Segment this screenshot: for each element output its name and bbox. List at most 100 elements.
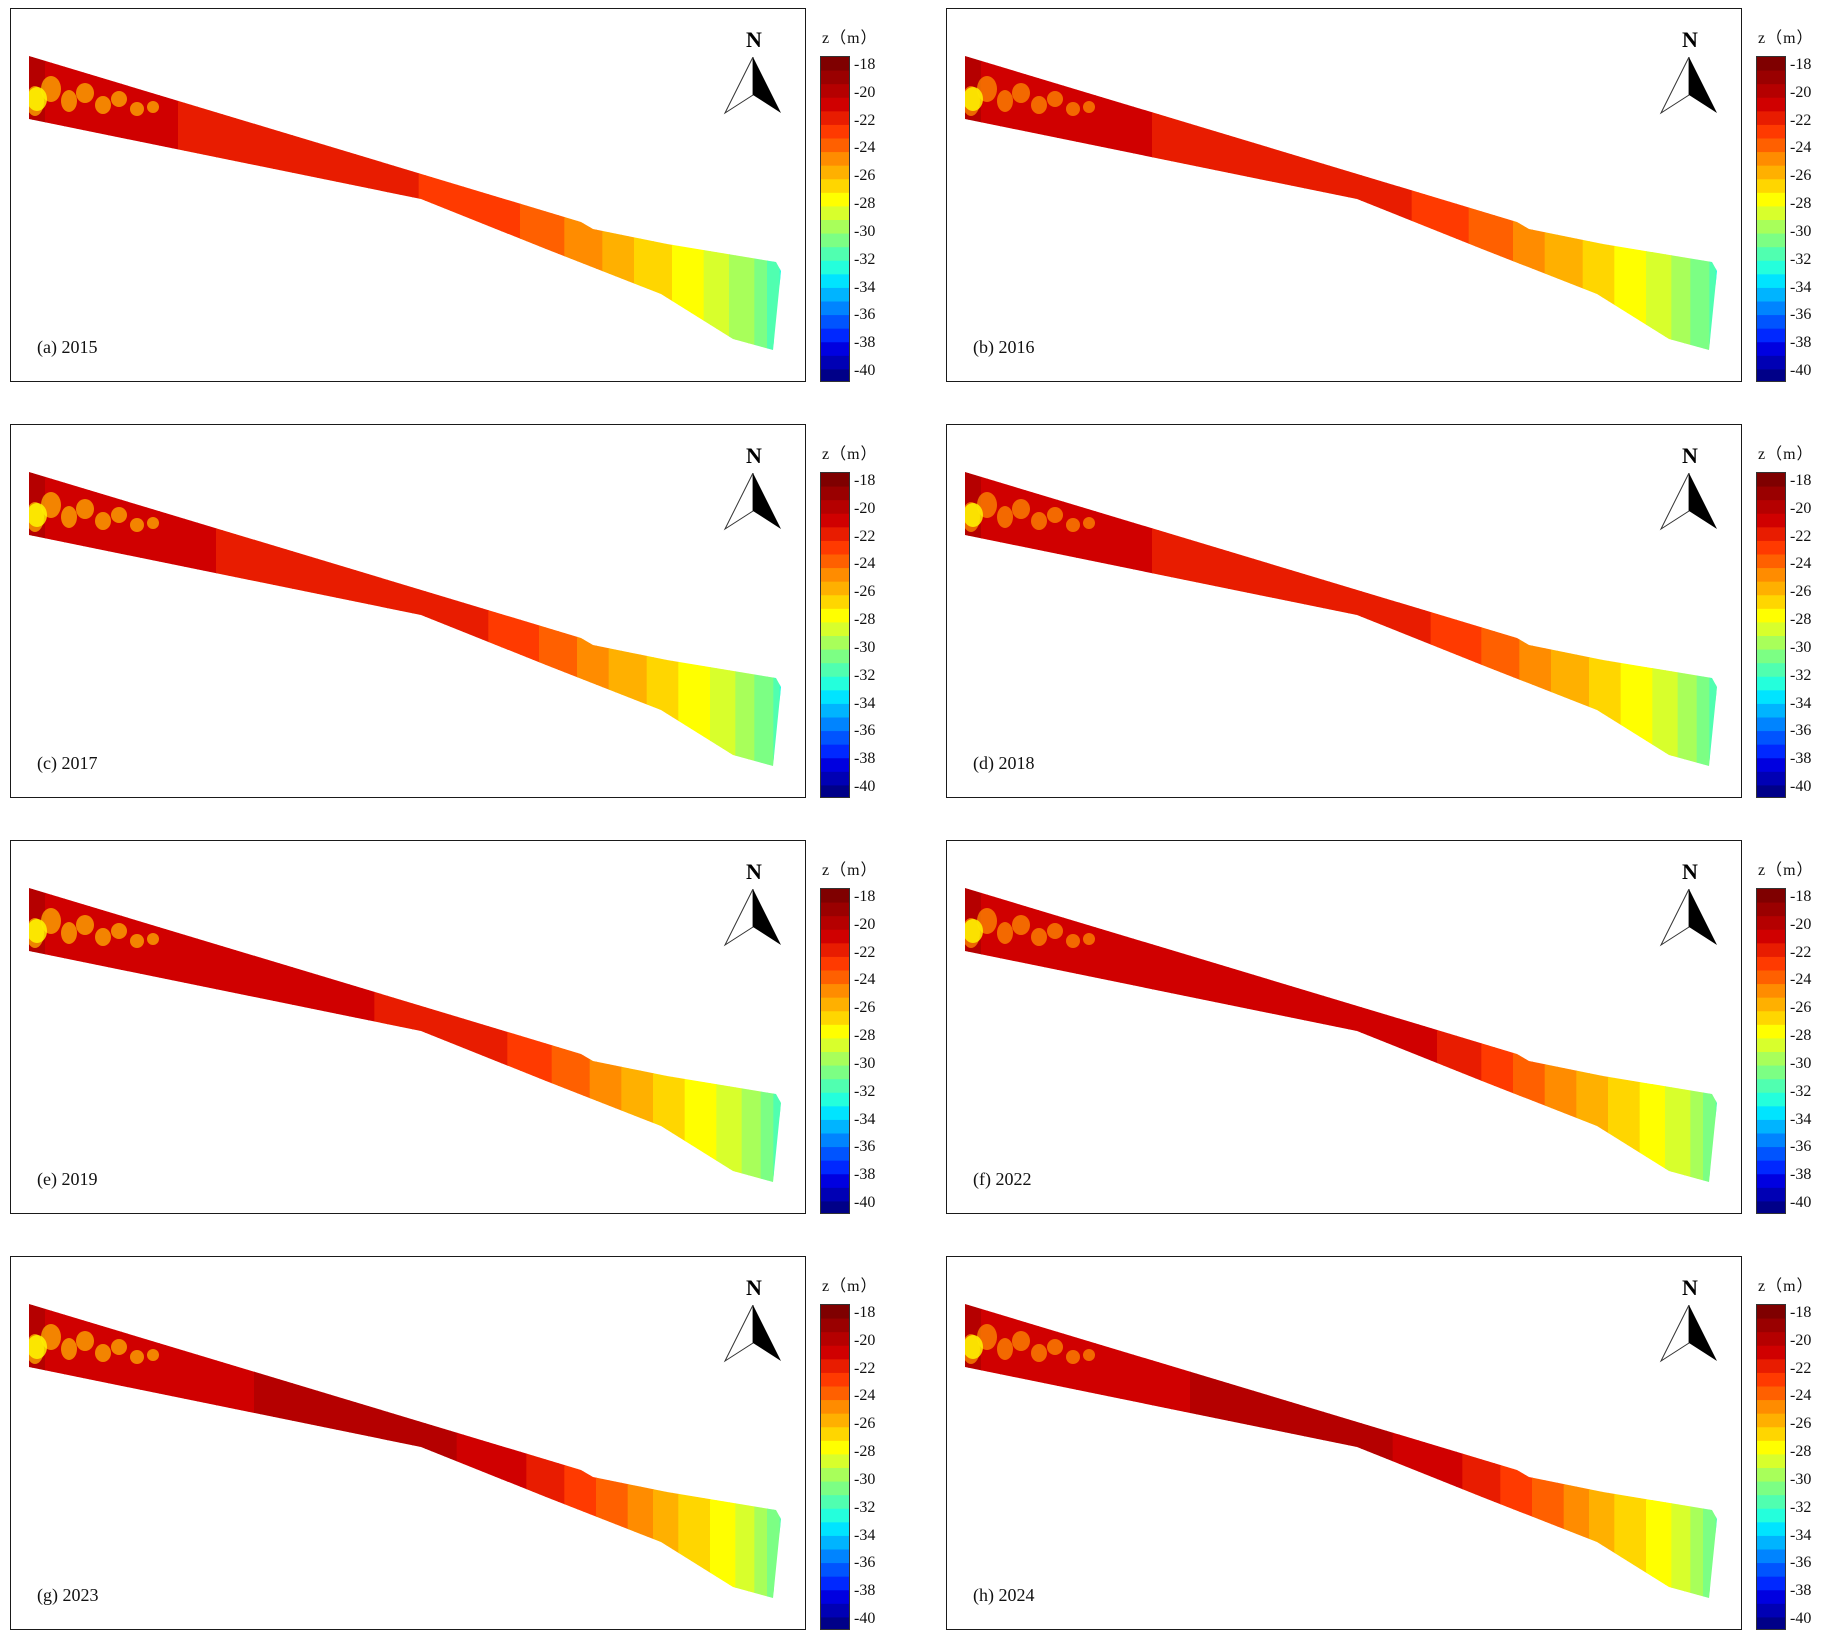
colorbar-swatch	[1757, 70, 1785, 85]
depth-band	[640, 888, 648, 1182]
colorbar-swatch	[821, 622, 849, 637]
depth-band	[387, 1304, 395, 1598]
depth-band	[114, 56, 122, 350]
colorbar-tick-label: -28	[854, 1027, 876, 1045]
depth-band	[292, 1304, 300, 1598]
depth-band	[1316, 56, 1324, 350]
colorbar-tick-label: -18	[1790, 888, 1812, 905]
depth-band	[1323, 1304, 1331, 1598]
sand-wave	[95, 96, 111, 114]
shoal-patch	[965, 1335, 983, 1359]
depth-band	[216, 888, 224, 1182]
depth-band	[260, 472, 268, 766]
depth-band	[1202, 888, 1210, 1182]
colorbar-tick-label: -22	[854, 111, 876, 129]
colorbar-swatch	[821, 889, 849, 904]
depth-band	[1361, 56, 1369, 350]
depth-band	[621, 56, 629, 350]
depth-band	[1627, 888, 1635, 1182]
depth-band	[691, 888, 699, 1182]
colorbar-swatch	[1757, 984, 1785, 999]
depth-band	[393, 56, 401, 350]
depth-band	[1272, 56, 1280, 350]
colorbar-swatch	[821, 943, 849, 958]
depth-band	[241, 1304, 249, 1598]
colorbar-swatch	[821, 1508, 849, 1523]
colorbar-tick-label: -22	[1790, 1359, 1812, 1377]
colorbar-swatch	[821, 342, 849, 357]
colorbar-tick-label: -30	[1790, 1470, 1812, 1488]
depth-band	[570, 888, 578, 1182]
depth-band	[1038, 472, 1046, 766]
colorbar-swatch	[1757, 179, 1785, 194]
depth-band	[133, 888, 141, 1182]
depth-band	[1050, 472, 1058, 766]
depth-band	[456, 888, 464, 1182]
depth-band	[1373, 56, 1381, 350]
depth-band	[235, 56, 243, 350]
depth-band	[1475, 472, 1483, 766]
colorbar-tick-label: -36	[854, 306, 876, 324]
depth-band	[1063, 56, 1071, 350]
depth-band	[1120, 888, 1128, 1182]
depth-band	[95, 888, 103, 1182]
depth-band	[108, 472, 116, 766]
depth-band	[279, 888, 287, 1182]
depth-band	[399, 1304, 407, 1598]
colorbar-swatch	[821, 731, 849, 746]
colorbar-swatch	[821, 1119, 849, 1134]
depth-band	[1544, 1304, 1552, 1598]
depth-band	[425, 472, 433, 766]
panel-label: (c) 2017	[37, 753, 98, 773]
depth-band	[197, 472, 205, 766]
colorbar-swatch	[1757, 1481, 1785, 1496]
shoal-patch	[965, 503, 983, 527]
colorbar-swatch	[821, 1038, 849, 1053]
depth-band	[260, 888, 268, 1182]
sand-wave	[61, 922, 77, 944]
depth-band	[152, 56, 160, 350]
depth-band	[463, 1304, 471, 1598]
depth-band	[1107, 1304, 1115, 1598]
depth-band	[475, 472, 483, 766]
colorbar-swatch	[1757, 84, 1785, 99]
colorbar-tick-label: -18	[1790, 56, 1812, 73]
colorbar-swatch	[1757, 649, 1785, 664]
depth-band	[1354, 1304, 1362, 1598]
colorbar-swatch	[1757, 1468, 1785, 1483]
depth-band	[608, 472, 616, 766]
depth-band	[570, 472, 578, 766]
depth-band	[1234, 56, 1242, 350]
colorbar-tick-label: -32	[1790, 250, 1812, 268]
depth-band	[596, 472, 604, 766]
depth-band	[1570, 888, 1578, 1182]
depth-band	[1310, 1304, 1318, 1598]
depth-band	[539, 1304, 547, 1598]
colorbar-swatch	[821, 1359, 849, 1374]
colorbar-swatch	[821, 369, 849, 381]
depth-band	[1437, 1304, 1445, 1598]
depth-band	[1443, 56, 1451, 350]
colorbar-tick-label: -20	[854, 499, 876, 517]
depth-band	[1291, 56, 1299, 350]
depth-band	[355, 472, 363, 766]
depth-band	[1506, 56, 1514, 350]
colorbar-tick-label: -38	[854, 1166, 876, 1184]
depth-band	[1006, 56, 1014, 350]
depth-band	[1215, 472, 1223, 766]
depth-band	[209, 1304, 217, 1598]
depth-band	[1633, 888, 1641, 1182]
depth-band	[184, 888, 192, 1182]
depth-band	[1646, 1304, 1654, 1598]
depth-band	[1000, 56, 1008, 350]
depth-band	[412, 1304, 420, 1598]
colorbar-swatch	[821, 247, 849, 262]
depth-band	[1386, 472, 1394, 766]
colorbar-swatch	[1757, 1119, 1785, 1134]
colorbar-swatch	[1757, 1065, 1785, 1080]
depth-band	[494, 1304, 502, 1598]
colorbar-swatch	[821, 1535, 849, 1550]
depth-band	[235, 1304, 243, 1598]
depth-band	[1120, 1304, 1128, 1598]
depth-band	[190, 56, 198, 350]
